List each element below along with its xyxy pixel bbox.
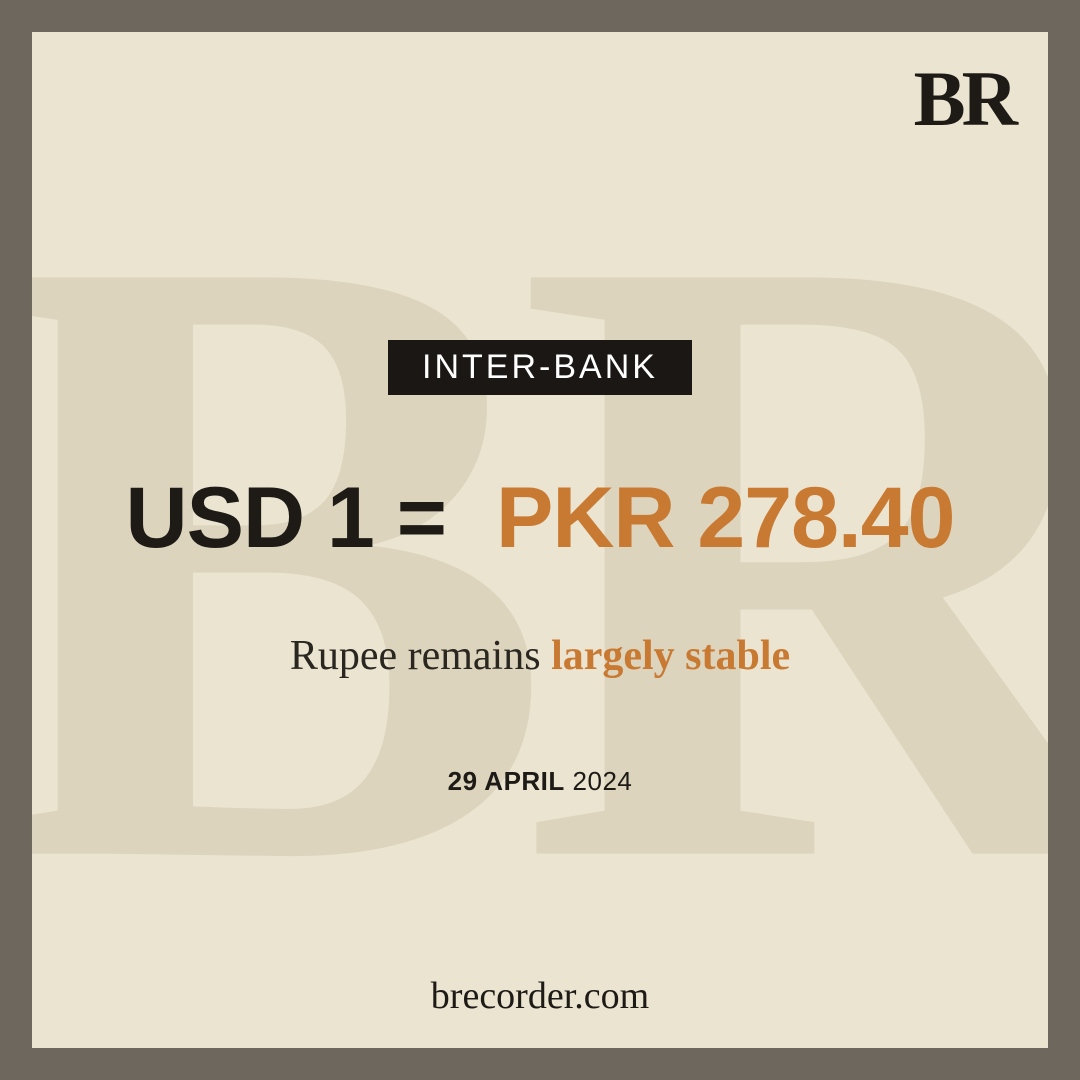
rate-target: PKR 278.40 <box>496 470 955 566</box>
outer-frame: BR BR INTER-BANK USD 1 =PKR 278.40 Rupee… <box>0 0 1080 1080</box>
subline-emphasis: largely stable <box>551 633 790 679</box>
status-subline: Rupee remains largely stable <box>290 632 790 680</box>
card: BR BR INTER-BANK USD 1 =PKR 278.40 Rupee… <box>32 32 1048 1048</box>
category-badge: INTER-BANK <box>388 340 692 395</box>
subline-prefix: Rupee remains <box>290 633 551 679</box>
footer-url: brecorder.com <box>32 974 1048 1018</box>
exchange-rate: USD 1 = PKR 278.40 <box>126 469 955 568</box>
rate-source: USD 1 = <box>126 470 446 566</box>
content-area: INTER-BANK USD 1 = PKR 278.40 Rupee remai… <box>32 32 1048 1048</box>
date-year: 2024 <box>565 766 633 796</box>
date-day-month: 29 APRIL <box>448 766 565 796</box>
date-line: 29 APRIL 2024 <box>448 766 633 797</box>
